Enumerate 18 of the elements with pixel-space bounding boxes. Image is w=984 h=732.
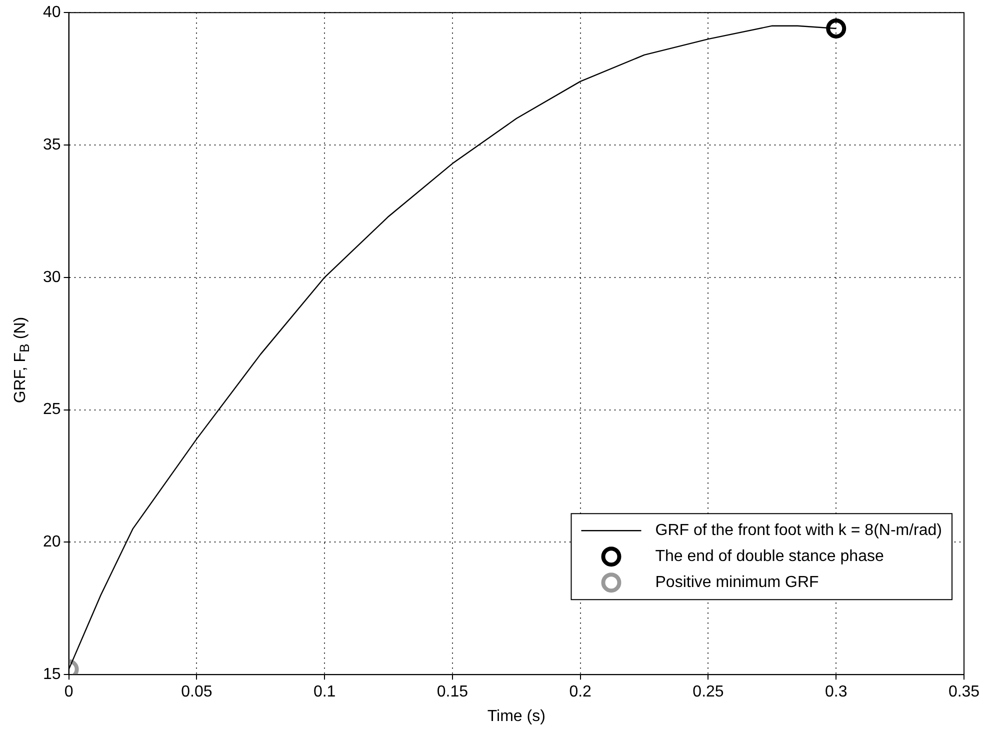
x-tick-label: 0.25 (692, 684, 724, 701)
x-axis-title: Time (s) (487, 708, 546, 725)
x-tick-label: 0.05 (181, 684, 212, 701)
y-tick-label: 15 (43, 666, 61, 684)
x-tick-label: 0.2 (569, 684, 592, 701)
x-tick-label: 0 (64, 684, 74, 701)
legend-label: GRF of the front foot with k = 8(N-m/rad) (655, 522, 942, 540)
x-tick-label: 0.35 (948, 684, 980, 701)
legend-label: The end of double stance phase (655, 548, 884, 566)
y-tick-label: 20 (43, 534, 61, 551)
y-tick-label: 40 (43, 4, 61, 22)
x-tick-label: 0.15 (436, 684, 468, 701)
x-tick-label: 0.3 (824, 684, 848, 701)
x-tick-label: 0.1 (313, 684, 336, 701)
y-tick-label: 30 (43, 268, 61, 286)
y-tick-label: 35 (43, 136, 61, 154)
legend-label: Positive minimum GRF (655, 574, 820, 592)
y-tick-label: 25 (43, 401, 61, 418)
